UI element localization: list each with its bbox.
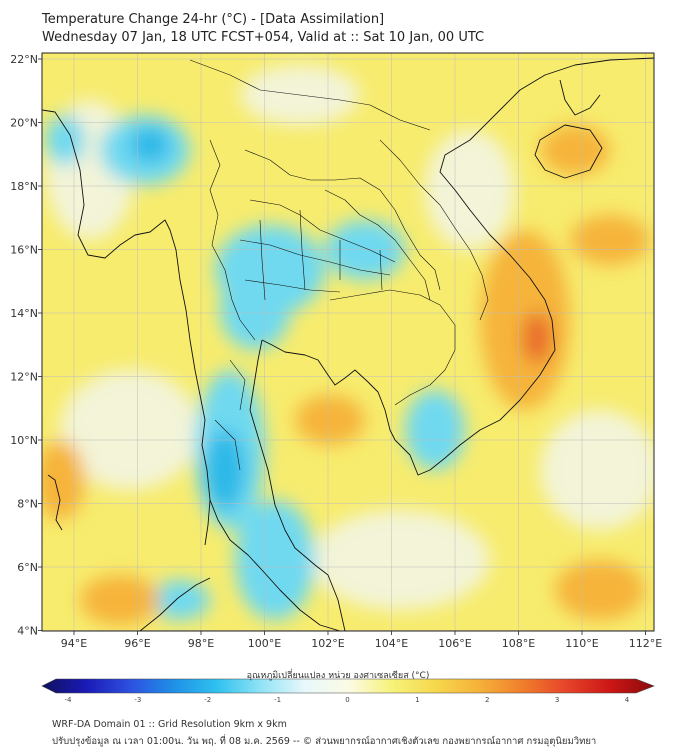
footer-model-info: WRF-DA Domain 01 :: Grid Resolution 9km … (52, 719, 287, 730)
lon-tick-label: 96°E (124, 637, 150, 650)
warm-zone (480, 230, 570, 410)
colorbar-tick-label: 2 (485, 696, 489, 704)
thailand-myanmar-border (209, 139, 256, 341)
lat-tick-label: 6°N (17, 561, 38, 574)
lon-tick-label: 100°E (248, 637, 281, 650)
malay-west-coast (209, 499, 341, 631)
longitude-ticks: 94°E 96°E 98°E 100°E 102°E 104°E 106°E 108°E 110… (61, 631, 662, 650)
colorbar-tick-label: 1 (415, 696, 419, 704)
neutral-zone (425, 130, 515, 250)
thai-provinces (214, 199, 396, 471)
lon-tick-label: 110°E (565, 637, 598, 650)
lat-tick-label: 8°N (17, 498, 38, 511)
neutral-zone (310, 510, 490, 610)
china-border (189, 59, 431, 131)
footer-update-info: ปรับปรุงข้อมูล ณ เวลา 01:00น. วัน พฤ. ที… (52, 736, 597, 747)
temperature-field (42, 53, 654, 631)
lon-tick-label: 104°E (375, 637, 408, 650)
laos-vietnam-border (379, 139, 489, 321)
cambodia-border (329, 289, 456, 406)
myanmar-coast (42, 109, 211, 546)
plot-frame (41, 52, 655, 632)
colorbar: -4 -3 -2 -1 0 1 2 3 4 (41, 678, 655, 704)
cool-zone (325, 220, 405, 280)
warm-zone (570, 215, 650, 265)
gulf-thailand-coast (261, 339, 396, 441)
lat-tick-label: 16°N (10, 244, 38, 257)
lat-tick-label: 18°N (10, 180, 38, 193)
lon-tick-label: 108°E (502, 637, 535, 650)
warm-zone (540, 125, 610, 175)
colorbar-bar (41, 678, 655, 694)
strong-cool-zone (130, 127, 170, 163)
cool-zone (405, 390, 465, 470)
leizhou-peninsula (559, 79, 601, 116)
vietnam-coast (394, 57, 654, 476)
lon-tick-label: 94°E (61, 637, 87, 650)
lat-tick-label: 10°N (10, 434, 38, 447)
admin-borders (189, 59, 489, 471)
mekong-river-border (324, 189, 431, 301)
colorbar-tick-label: -3 (134, 696, 141, 704)
strong-cool-zone (205, 430, 245, 510)
lat-tick-label: 20°N (10, 117, 38, 130)
lon-tick-label: 102°E (311, 637, 344, 650)
hainan-island (534, 124, 603, 179)
peninsula-inner-coast (249, 339, 269, 471)
warm-zone (295, 395, 365, 445)
graticule (42, 53, 654, 631)
lat-tick-label: 4°N (17, 625, 38, 638)
andaman-islands (47, 474, 63, 531)
lon-tick-label: 106°E (438, 637, 471, 650)
colorbar-tick-label: -2 (204, 696, 211, 704)
neutral-zone (540, 410, 654, 530)
lat-tick-label: 12°N (10, 371, 38, 384)
malay-east-coast (267, 469, 346, 631)
colorbar-tick-label: -1 (274, 696, 281, 704)
chart-title: Temperature Change 24-hr (°C) - [Data As… (42, 12, 385, 27)
colorbar-label: อุณหภูมิเปลี่ยนแปลง หน่วย องศาเซลเซียส (… (246, 671, 430, 681)
lat-tick-label: 14°N (10, 307, 38, 320)
hot-core (523, 312, 551, 364)
thailand-laos-border (244, 149, 441, 291)
coastlines (42, 57, 654, 631)
warm-zone (80, 575, 160, 625)
cool-zone (235, 500, 315, 620)
latitude-ticks: 22°N 20°N 18°N 16°N 14°N 12°N 10°N 8°N 6°N 4°N (10, 53, 42, 638)
lon-tick-label: 112°E (629, 637, 662, 650)
colorbar-tick-label: 3 (555, 696, 559, 704)
neutral-zone (60, 370, 200, 490)
colorbar-tick-label: 4 (625, 696, 630, 704)
colorbar-tick-label: 0 (345, 696, 349, 704)
warm-zone (555, 560, 645, 620)
lon-tick-label: 98°E (188, 637, 214, 650)
chart-subtitle: Wednesday 07 Jan, 18 UTC FCST+054, Valid… (42, 30, 485, 45)
sumatra-tip (139, 577, 211, 631)
colorbar-tick-label: -4 (65, 696, 73, 704)
colorbar-ticks: -4 -3 -2 -1 0 1 2 3 4 (65, 696, 630, 704)
lat-tick-label: 22°N (10, 53, 38, 66)
cool-zone (220, 270, 290, 350)
